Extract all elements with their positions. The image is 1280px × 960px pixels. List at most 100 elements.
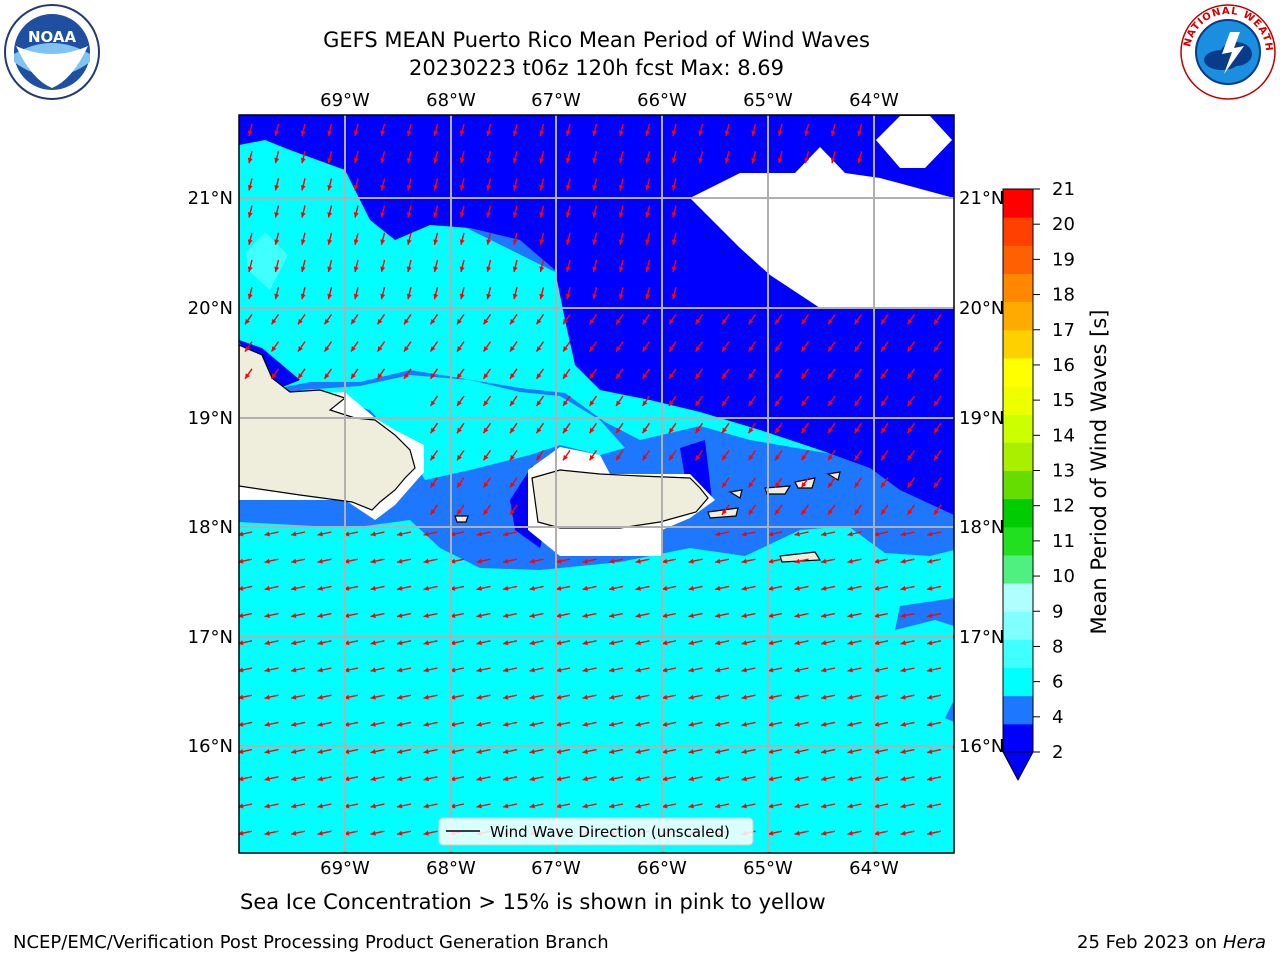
wave-arrow [827,477,836,489]
colorbar-swatch [1003,386,1033,415]
wave-arrow [741,721,756,727]
wave-arrow [847,585,862,591]
chart-subtitle: 20230223 t06z 120h fcst Max: 8.69 [409,56,784,80]
wave-arrow [827,449,836,461]
wave-arrow [476,640,491,646]
wave-arrow [323,341,333,353]
wave-arrow [539,123,545,137]
wave-arrow [429,477,439,489]
svg-text:NOAA: NOAA [28,28,77,46]
wave-arrow [724,123,730,137]
wave-arrow [482,341,492,353]
wave-arrow [529,612,544,618]
wave-arrow [290,776,306,782]
wave-arrow [290,585,306,591]
wave-arrow [327,178,333,191]
wave-arrow [645,259,651,273]
wave-arrow [535,449,545,461]
wave-arrow [714,667,730,673]
wave-arrow [714,776,730,782]
wave-arrow [800,368,810,380]
wave-arrow [827,341,836,353]
wave-arrow [290,694,306,700]
wave-arrow [529,721,544,727]
wave-arrow [635,803,650,809]
wave-arrow [290,830,306,836]
wave-arrow [714,640,730,646]
wave-arrow [615,368,624,380]
wave-arrow [290,667,306,673]
wave-arrow [423,694,438,700]
wave-arrow [423,558,438,564]
colorbar-swatch [1003,470,1033,500]
no-data-ne2 [876,116,952,168]
wave-arrow [853,313,863,325]
wave-arrow [926,748,942,754]
colorbar-swatch [1003,329,1033,359]
wave-arrow [853,477,863,489]
wave-arrow [741,531,756,537]
wave-arrow [562,422,571,434]
wave-arrow [370,776,385,782]
wave-arrow [274,232,280,245]
wave-arrow [486,232,492,245]
wave-arrow [317,531,332,537]
wave-arrow [671,232,677,245]
wave-arrow [370,721,385,727]
wave-arrow [592,205,598,218]
wave-arrow [926,803,942,809]
wave-arrow [747,368,757,380]
wave-arrow [847,776,862,782]
wave-arrow [794,585,809,591]
wave-arrow [509,504,518,516]
wave-arrow [300,151,306,164]
wave-arrow [456,368,465,380]
wave-arrow [502,667,518,673]
wave-arrow [529,803,544,809]
wave-arrow [239,531,253,537]
wave-arrow [406,178,412,191]
wave-arrow [433,232,439,245]
wave-arrow [529,667,544,673]
wave-arrow [608,776,624,782]
arrow-legend-label: Wind Wave Direction (unscaled) [490,823,730,841]
wave-arrow [582,748,597,754]
wave-arrow [486,287,492,300]
wave-arrow [774,313,783,325]
wave-arrow [429,422,439,434]
wave-arrow [592,259,598,273]
wave-arrow [353,205,359,218]
wave-arrow [618,123,624,137]
wave-arrow [539,151,545,164]
wave-arrow [502,612,518,618]
wave-arrow [900,694,915,700]
wave-arrow [396,694,412,700]
wave-arrow [747,504,757,516]
wave-arrow [933,477,942,489]
wave-arrow [562,313,571,325]
lat-label-left: 18°N [188,517,233,538]
wave-arrow [767,721,783,727]
wave-arrow [539,287,545,300]
wave-arrow [857,123,863,137]
wave-arrow [767,667,783,673]
wave-arrow [317,803,332,809]
wave-arrow [641,395,651,407]
wave-arrow [880,422,889,434]
wave-arrow [800,395,810,407]
wave-arrow [406,205,412,218]
wave-arrow [247,287,253,300]
wave-arrow [615,395,624,407]
period-band-2-4-se [895,598,954,630]
wave-arrow [270,313,280,325]
wave-arrow [880,341,889,353]
wave-arrow [926,585,942,591]
wave-arrow [529,694,544,700]
wave-arrow [264,748,279,754]
wave-arrow [794,612,809,618]
wave-arrow [820,612,836,618]
wave-arrow [433,178,439,191]
wave-arrow [247,232,253,245]
wave-arrow [350,368,359,380]
